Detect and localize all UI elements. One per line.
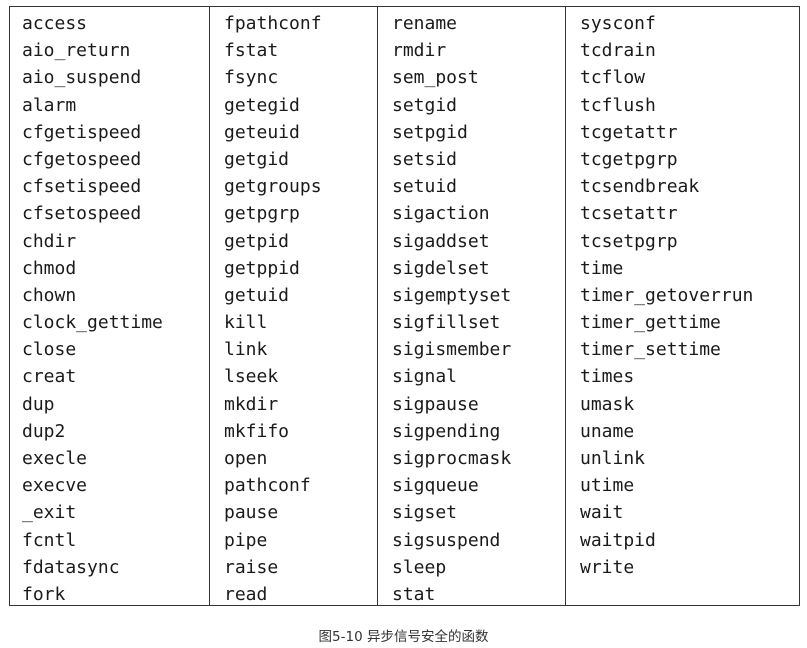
function-name: fsync [224,67,279,89]
function-name: fdatasync [22,556,120,578]
function-name: geteuid [224,121,300,143]
function-name: aio_return [22,40,131,62]
table-column-4: sysconf tcdrain tcflow tcflush tcgetattr tcge… [566,7,799,605]
function-name: chmod [22,257,77,279]
function-name: tcdrain [580,40,656,62]
function-name: timer_gettime [580,312,721,334]
function-name: kill [224,312,268,334]
function-name: uname [580,420,635,442]
function-name: rename [392,13,458,34]
function-name: sleep [392,556,447,578]
function-name: pathconf [224,475,311,497]
function-name: tcflow [580,67,646,89]
function-name: getuid [224,284,290,306]
function-name: tcsendbreak [580,176,700,198]
function-name: signal [392,366,458,388]
function-name: getgroups [224,176,322,198]
function-name: timer_getoverrun [580,284,754,306]
function-name: open [224,448,268,469]
function-name: write [580,556,635,578]
function-name: getpgrp [224,203,300,225]
table-column-2: fpathconf fstat fsync getegid geteuid getgid g… [210,7,378,605]
function-name: sem_post [392,67,479,89]
function-name: dup2 [22,420,66,442]
function-name: tcsetpgrp [580,230,678,252]
function-name: raise [224,556,279,578]
function-name: sigset [392,502,458,524]
function-name: tcsetattr [580,203,678,225]
function-name: waitpid [580,529,656,551]
function-name: sigaction [392,203,490,225]
function-name: fcntl [22,529,77,551]
figure-caption: 图5-10 异步信号安全的函数 [318,629,489,645]
function-name: sysconf [580,13,656,34]
function-name: fork [22,583,66,605]
function-name: clock_gettime [22,312,163,334]
function-name: sigdelset [392,257,490,279]
function-name: setsid [392,148,458,170]
function-name: timer_settime [580,339,721,361]
function-name: time [580,257,624,279]
function-name: access [22,13,88,34]
function-name: cfgetospeed [22,148,142,170]
function-name: alarm [22,94,77,116]
function-name: stat [392,583,436,605]
function-name: rmdir [392,40,447,62]
function-name: dup [22,393,55,415]
function-name: _exit [22,502,77,524]
function-name: getpid [224,230,290,252]
function-name: sigaddset [392,230,490,252]
function-name: sigismember [392,339,512,361]
function-name: creat [22,366,77,388]
function-name: aio_suspend [22,67,142,89]
function-name: setpgid [392,121,468,143]
function-name: times [580,366,635,388]
function-name: utime [580,475,635,497]
function-name: close [22,339,77,361]
function-name: pipe [224,529,268,551]
function-name: fpathconf [224,13,322,34]
function-name: getgid [224,148,290,170]
function-name: mkfifo [224,420,290,442]
function-name: getppid [224,257,300,279]
function-name: sigprocmask [392,448,512,469]
function-name: sigqueue [392,475,479,497]
function-name: setuid [392,176,458,198]
function-name: tcgetattr [580,121,678,143]
function-name: lseek [224,366,279,388]
function-name: link [224,339,268,361]
function-name: execve [22,475,88,497]
function-name: chown [22,284,77,306]
function-name: mkdir [224,393,279,415]
function-name: tcflush [580,94,656,116]
function-name: cfgetispeed [22,121,142,143]
function-name: sigpending [392,420,501,442]
function-name: setgid [392,94,458,116]
function-name: sigemptyset [392,284,512,306]
function-name: read [224,583,268,605]
function-name: sigfillset [392,312,501,334]
function-name: execle [22,448,88,469]
function-name: chdir [22,230,77,252]
function-name: unlink [580,448,646,469]
function-name: sigsuspend [392,529,501,551]
function-name: fstat [224,40,279,62]
function-name: cfsetispeed [22,176,142,198]
function-name: umask [580,393,635,415]
function-name: getegid [224,94,300,116]
function-name: cfsetospeed [22,203,142,225]
function-name: wait [580,502,624,524]
function-name: tcgetpgrp [580,148,678,170]
function-name: sigpause [392,393,479,415]
function-name: pause [224,502,279,524]
